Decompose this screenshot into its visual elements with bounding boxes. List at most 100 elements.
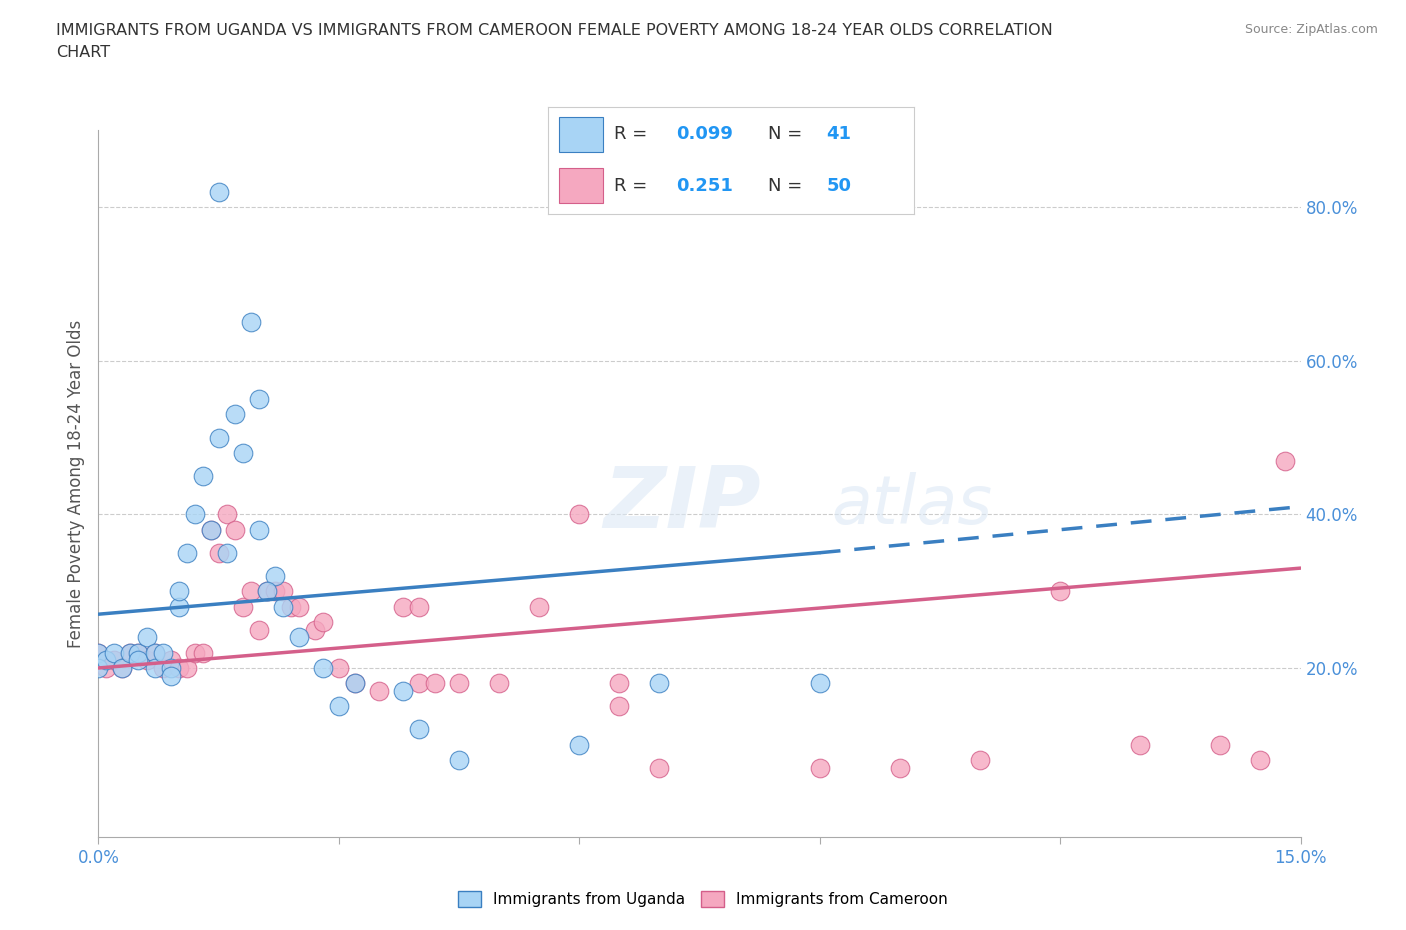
Y-axis label: Female Poverty Among 18-24 Year Olds: Female Poverty Among 18-24 Year Olds	[66, 320, 84, 647]
Point	[271, 584, 294, 599]
Point	[408, 599, 430, 614]
Point	[191, 645, 214, 660]
Point	[256, 584, 278, 599]
Point	[143, 645, 166, 660]
Point	[111, 660, 134, 675]
Point	[200, 523, 222, 538]
Point	[191, 469, 214, 484]
Point	[247, 622, 270, 637]
Point	[488, 676, 510, 691]
Point	[159, 669, 181, 684]
Point	[232, 599, 254, 614]
Point	[167, 599, 190, 614]
Text: ZIP: ZIP	[603, 463, 761, 546]
Point	[447, 752, 470, 767]
Point	[392, 684, 415, 698]
Text: R =: R =	[614, 126, 654, 143]
Point	[288, 630, 311, 644]
Point	[111, 660, 134, 675]
Point	[408, 676, 430, 691]
Point	[423, 676, 446, 691]
Point	[808, 761, 831, 776]
Point	[128, 653, 150, 668]
Text: atlas: atlas	[832, 472, 993, 538]
Point	[969, 752, 991, 767]
Point	[208, 184, 231, 199]
Point	[96, 653, 118, 668]
Point	[120, 645, 142, 660]
Point	[87, 660, 110, 675]
Point	[135, 653, 157, 668]
Point	[263, 568, 285, 583]
Point	[648, 761, 671, 776]
Text: N =: N =	[768, 126, 807, 143]
Point	[392, 599, 415, 614]
Point	[1274, 453, 1296, 468]
Point	[224, 523, 246, 538]
Point	[408, 722, 430, 737]
Point	[328, 660, 350, 675]
Point	[304, 622, 326, 637]
Point	[312, 660, 335, 675]
Point	[208, 430, 231, 445]
Point	[889, 761, 911, 776]
Text: IMMIGRANTS FROM UGANDA VS IMMIGRANTS FROM CAMEROON FEMALE POVERTY AMONG 18-24 YE: IMMIGRANTS FROM UGANDA VS IMMIGRANTS FRO…	[56, 23, 1053, 38]
Bar	[560, 168, 603, 204]
Point	[87, 645, 110, 660]
Point	[568, 507, 591, 522]
Point	[215, 507, 238, 522]
Point	[343, 676, 366, 691]
Point	[247, 523, 270, 538]
Text: 50: 50	[827, 177, 851, 194]
Point	[176, 660, 198, 675]
Point	[247, 392, 270, 406]
Point	[343, 676, 366, 691]
Point	[167, 660, 190, 675]
Point	[159, 660, 181, 675]
Point	[103, 645, 125, 660]
Point	[120, 645, 142, 660]
Text: N =: N =	[768, 177, 807, 194]
Point	[239, 315, 262, 330]
Point	[208, 545, 231, 560]
Point	[256, 584, 278, 599]
Point	[232, 445, 254, 460]
Point	[200, 523, 222, 538]
Point	[183, 507, 205, 522]
Point	[609, 699, 631, 714]
Text: 0.099: 0.099	[676, 126, 733, 143]
Point	[87, 645, 110, 660]
Point	[1129, 737, 1152, 752]
Point	[176, 545, 198, 560]
Point	[568, 737, 591, 752]
Point	[263, 584, 285, 599]
Point	[167, 584, 190, 599]
Point	[143, 645, 166, 660]
Point	[143, 660, 166, 675]
Point	[224, 407, 246, 422]
Text: R =: R =	[614, 177, 654, 194]
Point	[103, 653, 125, 668]
Point	[1049, 584, 1071, 599]
Point	[128, 645, 150, 660]
Point	[1209, 737, 1232, 752]
Point	[128, 645, 150, 660]
Point	[96, 660, 118, 675]
Point	[1250, 752, 1272, 767]
Point	[135, 630, 157, 644]
Point	[328, 699, 350, 714]
Point	[808, 676, 831, 691]
Point	[271, 599, 294, 614]
Point	[159, 653, 181, 668]
Bar	[560, 116, 603, 152]
Point	[288, 599, 311, 614]
Point	[280, 599, 302, 614]
Text: CHART: CHART	[56, 45, 110, 60]
Point	[368, 684, 391, 698]
Point	[609, 676, 631, 691]
Point	[239, 584, 262, 599]
Text: 41: 41	[827, 126, 851, 143]
Point	[215, 545, 238, 560]
Point	[183, 645, 205, 660]
Text: Source: ZipAtlas.com: Source: ZipAtlas.com	[1244, 23, 1378, 36]
